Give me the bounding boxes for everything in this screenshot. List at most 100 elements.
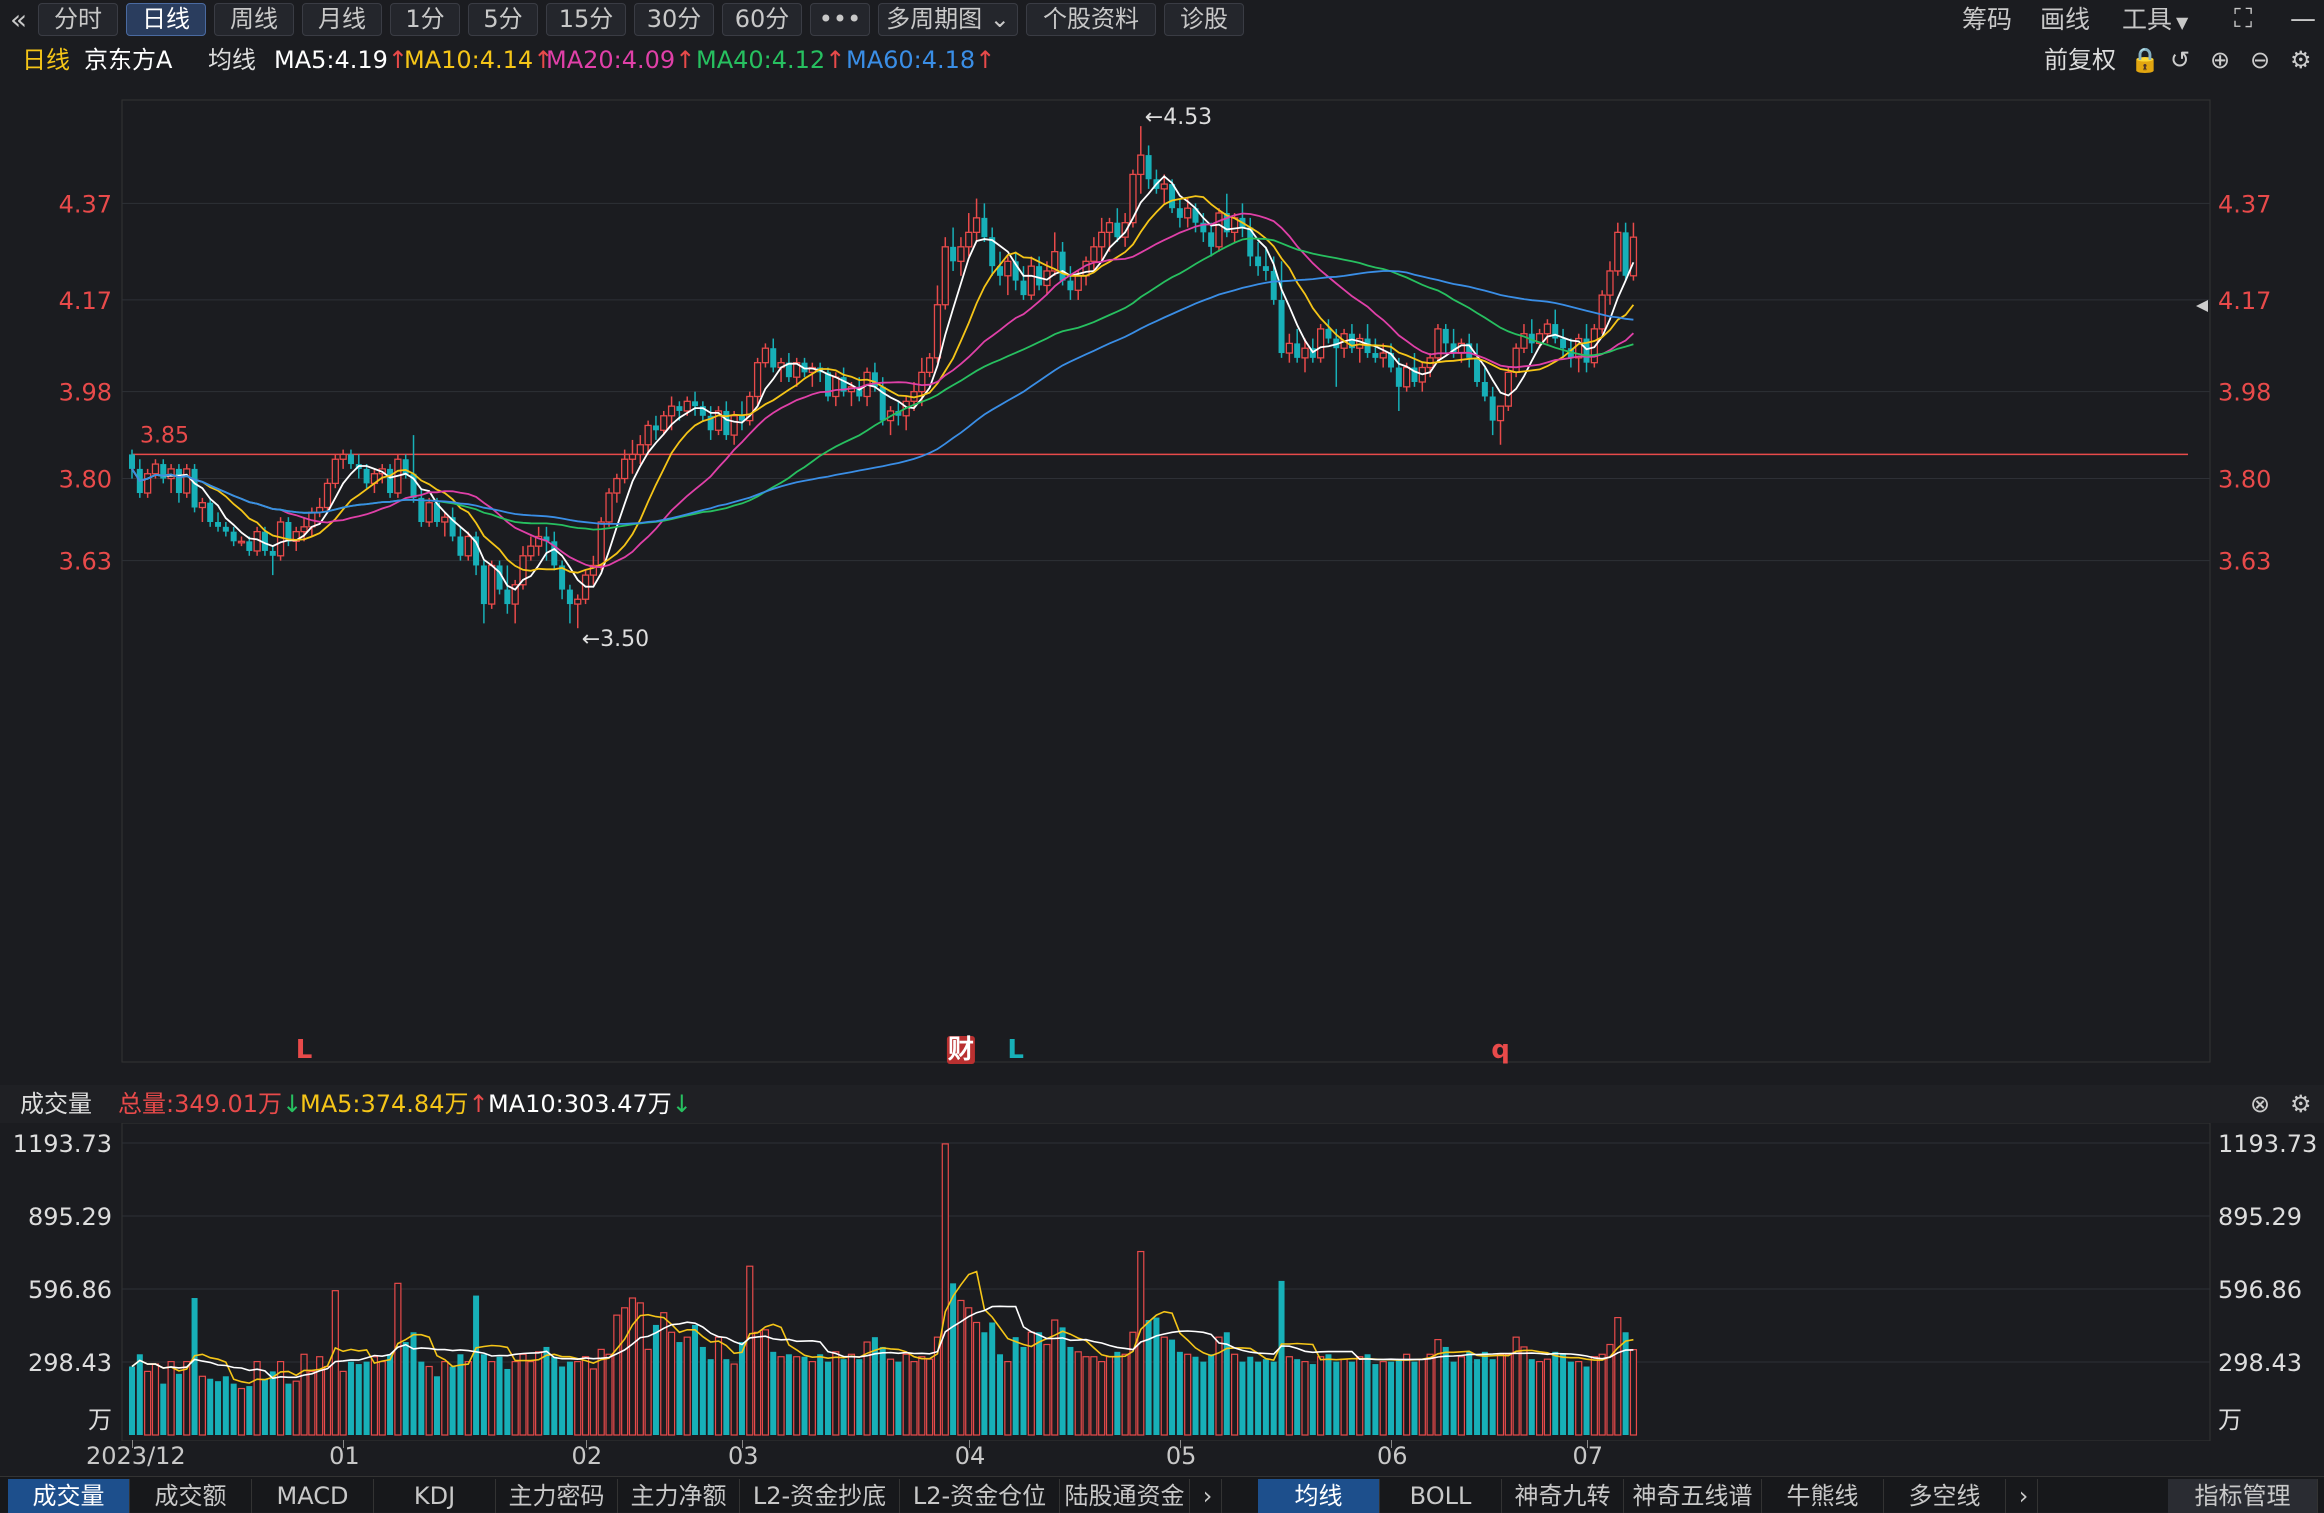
adjust-mode[interactable]: 前复权 (2044, 46, 2116, 74)
candle-body (1036, 266, 1043, 286)
volume-bar (1160, 1336, 1168, 1436)
volume-bar (997, 1354, 1004, 1435)
volume-bar (355, 1364, 362, 1435)
candle-body (1105, 222, 1114, 233)
volume-bar (621, 1307, 629, 1436)
low-annotation: ←3.50 (582, 627, 649, 652)
volume-bar (879, 1346, 886, 1435)
indicator-tab-0[interactable]: 成交量 (8, 1479, 130, 1513)
candle-body (714, 410, 723, 431)
candle-body (856, 386, 863, 397)
reference-line-label: 3.85 (140, 423, 189, 448)
volume-bar (1012, 1337, 1019, 1435)
ma-label[interactable]: 均线 (208, 46, 256, 74)
volume-chart[interactable]: 1193.73 1193.73 895.29 895.29 596.86 596.86 29… (0, 1123, 2324, 1441)
fullscreen-icon[interactable]: ⛶ (2234, 4, 2253, 34)
tab-12[interactable]: 诊股 (1164, 3, 1244, 36)
tab-3[interactable]: 月线 (302, 3, 382, 36)
gear-icon[interactable]: ⚙ (2290, 46, 2312, 74)
indicator-manage-button[interactable]: 指标管理 (2168, 1479, 2318, 1513)
candle-body (1606, 270, 1614, 296)
indicator-tab-4[interactable]: 主力密码 (496, 1479, 618, 1513)
volume-bar (1622, 1332, 1629, 1435)
indicator-tab-7[interactable]: L2-资金仓位 (900, 1479, 1060, 1513)
price-marker-icon (2196, 300, 2208, 312)
candle-body (464, 535, 472, 557)
lock-icon[interactable]: 🔒 (2130, 46, 2160, 74)
chevron-right-icon[interactable]: › (1194, 1479, 1222, 1513)
overlay-tab-5[interactable]: 多空线 (1884, 1479, 2006, 1513)
candle-body (707, 415, 714, 431)
zoom-in-icon[interactable]: ⊕ (2210, 46, 2231, 74)
volume-bar (1239, 1361, 1246, 1435)
volume-bar (1255, 1361, 1262, 1435)
candlestick-chart[interactable]: 4.37 4.37 4.17 4.17 3.98 3.98 3.80 3.80 3.63 3.63… (0, 78, 2324, 1078)
volume-bar (847, 1353, 856, 1436)
overlay-tab-0[interactable]: 均线 (1258, 1479, 1380, 1513)
draw-line-button[interactable]: 画线 (2040, 5, 2091, 34)
indicator-tab-5[interactable]: 主力净额 (618, 1479, 740, 1513)
tools-button[interactable]: 工具 ▼ (2122, 5, 2189, 34)
volume-bar (1067, 1346, 1074, 1435)
close-icon[interactable]: ⊗ (2250, 1090, 2271, 1118)
overlay-tab-3[interactable]: 神奇五线谱 (1624, 1479, 1762, 1513)
volume-label[interactable]: 成交量 (20, 1090, 92, 1118)
gear-icon[interactable]: ⚙ (2290, 1090, 2312, 1118)
volume-bar (316, 1356, 324, 1436)
volume-bar (644, 1348, 652, 1436)
overlay-tab-2[interactable]: 神奇九转 (1502, 1479, 1624, 1513)
volume-bar (1496, 1353, 1505, 1436)
overlay-tab-4[interactable]: 牛熊线 (1762, 1479, 1884, 1513)
overlay-tab-1[interactable]: BOLL (1380, 1479, 1502, 1513)
double-chevron-left-icon[interactable]: « (10, 3, 28, 36)
candle-body (832, 376, 840, 398)
chip-distribution-button[interactable]: 筹码 (1962, 5, 2013, 34)
indicator-tab-1[interactable]: 成交额 (130, 1479, 252, 1513)
volume-bar (1098, 1361, 1106, 1436)
tab-11[interactable]: 个股资料 (1026, 3, 1156, 36)
candle-body (1474, 357, 1481, 382)
x-tick (741, 1440, 743, 1448)
tab-4[interactable]: 1分 (390, 3, 460, 36)
volume-bar (1474, 1359, 1481, 1435)
indicator-tab-8[interactable]: 陆股通资金 (1060, 1479, 1190, 1513)
tab-2[interactable]: 周线 (214, 3, 294, 36)
candle-body (746, 395, 754, 422)
candle-body (1388, 353, 1395, 368)
volume-header: 成交量 总量:349.01万↓ MA5:374.84万↑ MA10:303.47… (0, 1085, 2324, 1123)
tab-9[interactable]: ••• (810, 3, 870, 36)
volume-bar (473, 1295, 480, 1435)
signal-mark: L (296, 1035, 313, 1065)
minimize-icon[interactable]: — (2290, 4, 2316, 34)
volume-bar (230, 1383, 237, 1435)
tab-0[interactable]: 分时 (38, 3, 118, 36)
volume-bar (1629, 1349, 1638, 1436)
undo-icon[interactable]: ↺ (2170, 46, 2191, 74)
tab-5[interactable]: 5分 (468, 3, 538, 36)
candle-body (183, 468, 191, 494)
candle-body (785, 362, 792, 378)
y-tick-left: 3.63 (59, 548, 112, 576)
chevron-right-icon[interactable]: › (2010, 1479, 2038, 1513)
volume-bar (363, 1361, 370, 1435)
indicator-tab-6[interactable]: L2-资金抄底 (740, 1479, 900, 1513)
candle-body (543, 536, 550, 542)
volume-bar (136, 1354, 143, 1435)
candle-body (1059, 251, 1066, 281)
volume-bar (1270, 1361, 1277, 1435)
volume-bar (1121, 1353, 1129, 1436)
arrow-up-icon: ↑ (387, 46, 409, 74)
volume-bar (730, 1363, 738, 1436)
volume-bar (1043, 1343, 1051, 1436)
ma-line-10 (131, 195, 1635, 574)
tab-8[interactable]: 60分 (722, 3, 802, 36)
tab-10[interactable]: 多周期图 ⌄ (878, 3, 1018, 36)
tab-6[interactable]: 15分 (546, 3, 626, 36)
volume-bar (1598, 1353, 1606, 1436)
indicator-tab-2[interactable]: MACD (252, 1479, 374, 1513)
zoom-out-icon[interactable]: ⊖ (2250, 46, 2271, 74)
tab-1[interactable]: 日线 (126, 3, 206, 36)
candle-body (871, 372, 878, 387)
tab-7[interactable]: 30分 (634, 3, 714, 36)
indicator-tab-3[interactable]: KDJ (374, 1479, 496, 1513)
